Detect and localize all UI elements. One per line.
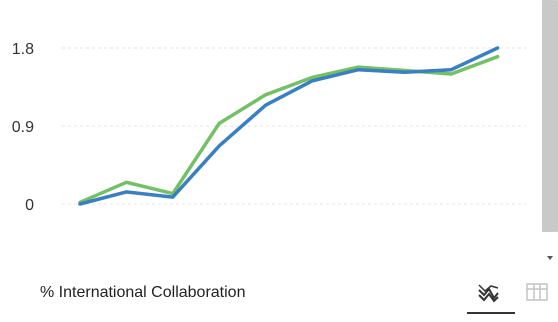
line-chart-view-button[interactable] bbox=[470, 276, 506, 312]
table-icon bbox=[526, 283, 548, 301]
y-tick-label: 0.9 bbox=[12, 119, 34, 136]
y-tick-label: 0 bbox=[25, 197, 34, 214]
chevron-down-icon[interactable] bbox=[542, 252, 558, 264]
series-lines bbox=[78, 46, 500, 206]
scrollbar-thumb[interactable] bbox=[542, 0, 558, 232]
series-line-0[interactable] bbox=[78, 46, 500, 206]
y-axis-ticks: 0 0.9 1.8 bbox=[12, 41, 34, 214]
table-view-button[interactable] bbox=[520, 276, 556, 312]
y-tick-label: 1.8 bbox=[12, 41, 34, 58]
chart-caption: % International Collaboration bbox=[40, 284, 246, 301]
gridlines bbox=[62, 47, 526, 205]
series-line-1[interactable] bbox=[78, 54, 500, 205]
line-chart-icon bbox=[478, 284, 499, 303]
active-view-indicator bbox=[467, 312, 515, 314]
